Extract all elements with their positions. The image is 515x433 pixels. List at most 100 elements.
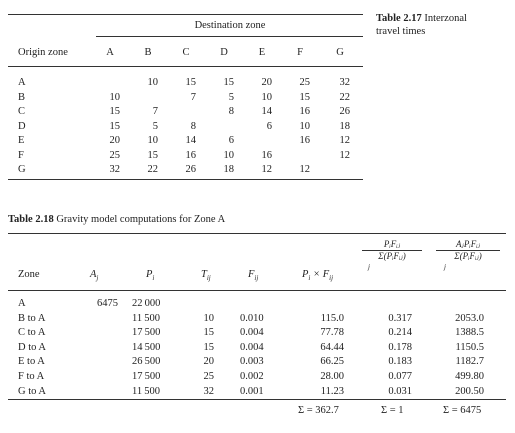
cell-tij: 25 xyxy=(203,371,215,382)
travel-time-cell: 15 xyxy=(109,120,121,132)
total-allocation: Σ = 6475 xyxy=(443,405,482,416)
cell-alloc: 2053.0 xyxy=(455,312,484,324)
tij-header: Tij xyxy=(201,269,211,283)
travel-time-cell: 10 xyxy=(147,77,159,88)
cell-fij: 0.002 xyxy=(240,371,264,382)
travel-time-cell: 15 xyxy=(223,77,235,88)
cell-pi: 11 500 xyxy=(132,385,160,397)
travel-time-cell: 22 xyxy=(339,91,351,103)
total-pf: Σ = 362.7 xyxy=(298,405,339,416)
cell-fij: 0.003 xyxy=(240,356,264,368)
travel-time-cell: 7 xyxy=(190,91,196,103)
header-rule xyxy=(8,290,506,291)
travel-time-cell: 16 xyxy=(299,135,311,146)
cell-alloc: 1182.7 xyxy=(455,356,485,368)
cell-pf: 28.00 xyxy=(320,371,344,382)
travel-time-cell: 20 xyxy=(109,135,121,146)
cell-alloc: 200.50 xyxy=(455,385,484,397)
travel-time-cell: 12 xyxy=(339,149,351,161)
origin-zone-f: F xyxy=(18,149,24,161)
cell-pf: 77.78 xyxy=(320,327,344,339)
travel-time-cell: 26 xyxy=(185,164,197,175)
cell-zone: B to A xyxy=(18,312,46,324)
travel-time-cell: 16 xyxy=(299,106,311,117)
table-2-17-caption: Table 2.17 Interzonal travel times xyxy=(376,12,467,38)
travel-time-cell: 5 xyxy=(228,91,234,103)
ratio-header: PᵢFᵢⱼ Σ(PᵢFᵢⱼ) j xyxy=(362,239,422,273)
cell-alloc: 1150.5 xyxy=(455,341,485,353)
allocation-header: AⱼPᵢFᵢⱼ Σ(PᵢFᵢⱼ) j xyxy=(436,239,500,273)
origin-zone-c: C xyxy=(18,106,26,117)
origin-zone-g: G xyxy=(18,164,26,175)
travel-time-cell: 16 xyxy=(261,149,273,161)
travel-time-cell: 15 xyxy=(299,91,311,103)
cell-pi: 26 500 xyxy=(132,356,161,368)
cell-pf: 11.23 xyxy=(320,385,344,397)
caption-text-1: Interzonal xyxy=(424,13,467,24)
aj-header: Aj xyxy=(90,269,99,283)
travel-time-cell: 14 xyxy=(261,106,273,117)
cell-alloc: 1388.5 xyxy=(455,327,484,339)
travel-time-cell: 8 xyxy=(228,106,234,117)
cell-fij: 0.004 xyxy=(240,327,264,339)
column-header-c: C xyxy=(182,47,190,58)
cell-tij: 20 xyxy=(203,356,215,368)
origin-zone-d: D xyxy=(18,120,26,132)
cell-fij: 0.004 xyxy=(240,341,264,353)
travel-time-cell: 6 xyxy=(266,120,272,132)
cell-ratio: 0.178 xyxy=(388,341,412,353)
column-header-b: B xyxy=(144,47,152,58)
zone-header: Zone xyxy=(18,269,40,280)
travel-time-cell: 8 xyxy=(190,120,196,132)
cell-ratio: 0.183 xyxy=(388,356,412,368)
cell-zone: F to A xyxy=(18,371,45,382)
pi-times-fij-header: Pi × Fij xyxy=(302,269,334,283)
table-2-18-caption: Table 2.18 Gravity model computations fo… xyxy=(8,214,225,225)
cell-zone: E to A xyxy=(18,356,45,368)
bottom-rule xyxy=(8,179,363,180)
cell-tij: 15 xyxy=(203,341,215,353)
cell-pi: 17 500 xyxy=(132,327,161,339)
travel-time-cell: 18 xyxy=(339,120,351,132)
cell-ratio: 0.031 xyxy=(388,385,412,397)
cell-zone: G to A xyxy=(18,385,47,397)
caption-text: Gravity model computations for Zone A xyxy=(56,214,226,225)
fij-header: Fij xyxy=(248,269,259,283)
travel-time-cell: 7 xyxy=(152,106,158,117)
travel-time-cell: 15 xyxy=(147,149,159,161)
travel-time-cell: 10 xyxy=(223,149,235,161)
travel-time-cell: 5 xyxy=(152,120,158,132)
caption-number: Table 2.17 xyxy=(376,13,422,24)
caption-text-2: travel times xyxy=(376,26,426,37)
column-header-g: G xyxy=(336,47,344,58)
travel-time-cell: 12 xyxy=(339,135,351,146)
origin-zone-b: B xyxy=(18,91,26,103)
destination-zone-header: Destination zone xyxy=(194,20,266,31)
pi-header: Pi xyxy=(146,269,155,283)
travel-time-cell: 15 xyxy=(185,77,197,88)
travel-time-cell: 32 xyxy=(339,77,351,88)
top-rule xyxy=(8,233,506,234)
travel-time-cell: 18 xyxy=(223,164,235,175)
travel-time-cell: 15 xyxy=(109,106,121,117)
cell-pi: 22 000 xyxy=(132,298,161,309)
travel-time-cell: 10 xyxy=(147,135,159,146)
cell-ratio: 0.317 xyxy=(388,312,412,324)
origin-zone-header: Origin zone xyxy=(18,47,68,58)
travel-time-cell: 20 xyxy=(261,77,273,88)
column-header-d: D xyxy=(220,47,228,58)
cell-ratio: 0.214 xyxy=(388,327,412,339)
cell-zone: A xyxy=(18,298,26,309)
dest-rule xyxy=(96,36,363,37)
column-header-f: F xyxy=(297,47,303,58)
travel-time-cell: 12 xyxy=(299,164,311,175)
cell-pi: 11 500 xyxy=(132,312,160,324)
travel-time-cell: 6 xyxy=(228,135,234,146)
top-rule xyxy=(8,14,363,15)
travel-time-cell: 26 xyxy=(339,106,351,117)
cell-zone: C to A xyxy=(18,327,46,339)
travel-time-cell: 10 xyxy=(109,91,121,103)
total-ratio: Σ = 1 xyxy=(381,405,404,416)
cell-pf: 64.44 xyxy=(320,341,344,353)
cell-zone: D to A xyxy=(18,341,47,353)
